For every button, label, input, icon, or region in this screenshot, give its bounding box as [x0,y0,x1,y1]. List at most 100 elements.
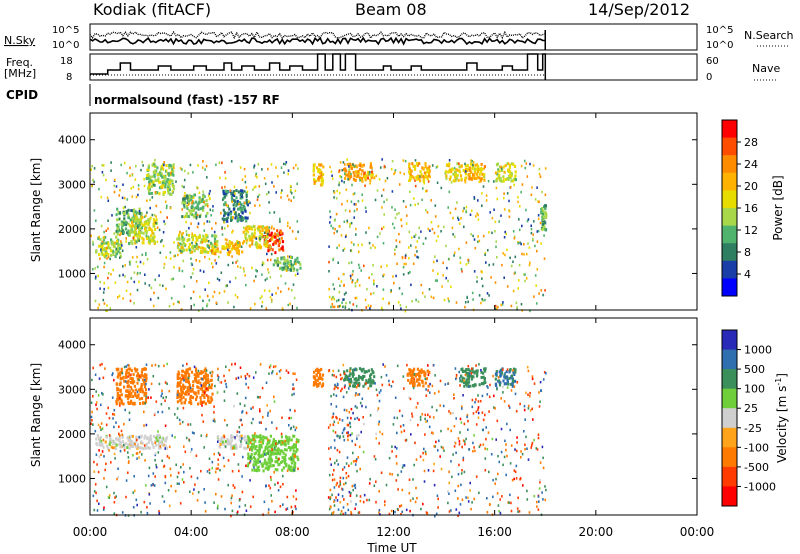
heatmap-cell [154,452,157,455]
heatmap-cell [542,293,544,297]
heatmap-cell [255,269,257,272]
heatmap-cell [477,408,479,411]
heatmap-cell [231,444,234,448]
heatmap-cell [347,431,349,434]
heatmap-cell [188,209,191,213]
heatmap-cell [273,235,276,239]
heatmap-cell [206,211,209,215]
heatmap-cell [485,199,488,202]
heatmap-cell [286,261,289,265]
heatmap-cell [536,500,538,504]
heatmap-cell [501,169,504,172]
heatmap-cell [340,234,343,237]
heatmap-cell [135,452,138,455]
heatmap-cell [188,194,191,198]
heatmap-cell [382,274,384,278]
heatmap-cell [498,173,501,177]
heatmap-cell [107,219,109,222]
heatmap-cell [204,255,206,259]
heatmap-cell [524,166,527,170]
heatmap-cell [128,395,131,399]
heatmap-cell [200,384,203,387]
heatmap-cell [513,477,515,481]
heatmap-cell [129,376,132,380]
heatmap-cell [221,440,224,444]
heatmap-cell [424,381,427,385]
heatmap-cell [347,434,349,438]
heatmap-cell [218,161,221,164]
heatmap-cell [281,460,284,464]
heatmap-cell [351,439,353,443]
heatmap-cell [256,176,258,179]
heatmap-cell [133,302,135,305]
heatmap-cell [498,370,501,374]
heatmap-cell [404,310,407,313]
heatmap-cell [292,495,295,498]
heatmap-cell [424,295,426,298]
heatmap-cell [407,378,410,382]
heatmap-cell [115,495,117,498]
heatmap-cell [361,397,364,400]
heatmap-cell [281,232,284,236]
heatmap-cell [135,234,138,238]
heatmap-cell [155,443,158,447]
heatmap-cell [318,171,322,175]
heatmap-cell [478,239,481,243]
heatmap-cell [127,400,130,404]
heatmap-cell [425,377,428,381]
heatmap-cell [335,415,337,419]
heatmap-cell [531,444,533,447]
heatmap-cell [531,186,533,189]
heatmap-cell [348,411,351,414]
heatmap-cell [375,500,377,504]
heatmap-cell [276,468,279,472]
heatmap-cell [206,388,209,392]
heatmap-cell [138,435,140,439]
heatmap-cell [464,170,467,173]
heatmap-cell [182,259,185,263]
heatmap-cell [188,367,191,371]
heatmap-cell [117,372,120,376]
heatmap-cell [130,399,133,403]
heatmap-cell [371,379,374,383]
noise-right-tick-top: 10^5 [706,25,733,36]
heatmap-cell [476,212,478,215]
heatmap-cell [282,262,285,266]
heatmap-cell [191,238,195,242]
heatmap-cell [290,188,292,192]
heatmap-cell [486,292,489,295]
heatmap-cell [476,276,478,279]
heatmap-cell [283,256,286,260]
heatmap-cell [254,439,257,443]
heatmap-cell [272,452,275,456]
heatmap-cell [346,369,349,373]
heatmap-cell [390,290,392,294]
heatmap-cell [487,431,490,434]
heatmap-cell [375,480,377,483]
heatmap-cell [123,446,126,450]
heatmap-cell [163,266,165,269]
heatmap-cell [453,441,456,444]
heatmap-cell [245,219,248,223]
heatmap-cell [288,198,290,201]
heatmap-cell [510,179,513,183]
heatmap-cell [358,434,360,437]
heatmap-cell [205,214,208,218]
heatmap-cell [408,246,410,249]
heatmap-cell [285,462,288,466]
heatmap-cell [239,215,242,218]
heatmap-cell [129,260,132,264]
heatmap-cell [494,230,496,233]
heatmap-cell [115,252,118,256]
heatmap-cell [425,388,427,391]
heatmap-cell [349,422,351,425]
freq-panel: Freq. [MHz] 18 8 60 0 Nave [4,53,780,83]
heatmap-cell [472,412,475,415]
heatmap-cell [288,255,291,259]
heatmap-cell [235,189,238,192]
heatmap-cell [317,376,320,380]
heatmap-cell [471,384,475,388]
heatmap-cell [269,237,272,241]
heatmap-cell [191,234,194,238]
heatmap-cell [253,459,256,463]
